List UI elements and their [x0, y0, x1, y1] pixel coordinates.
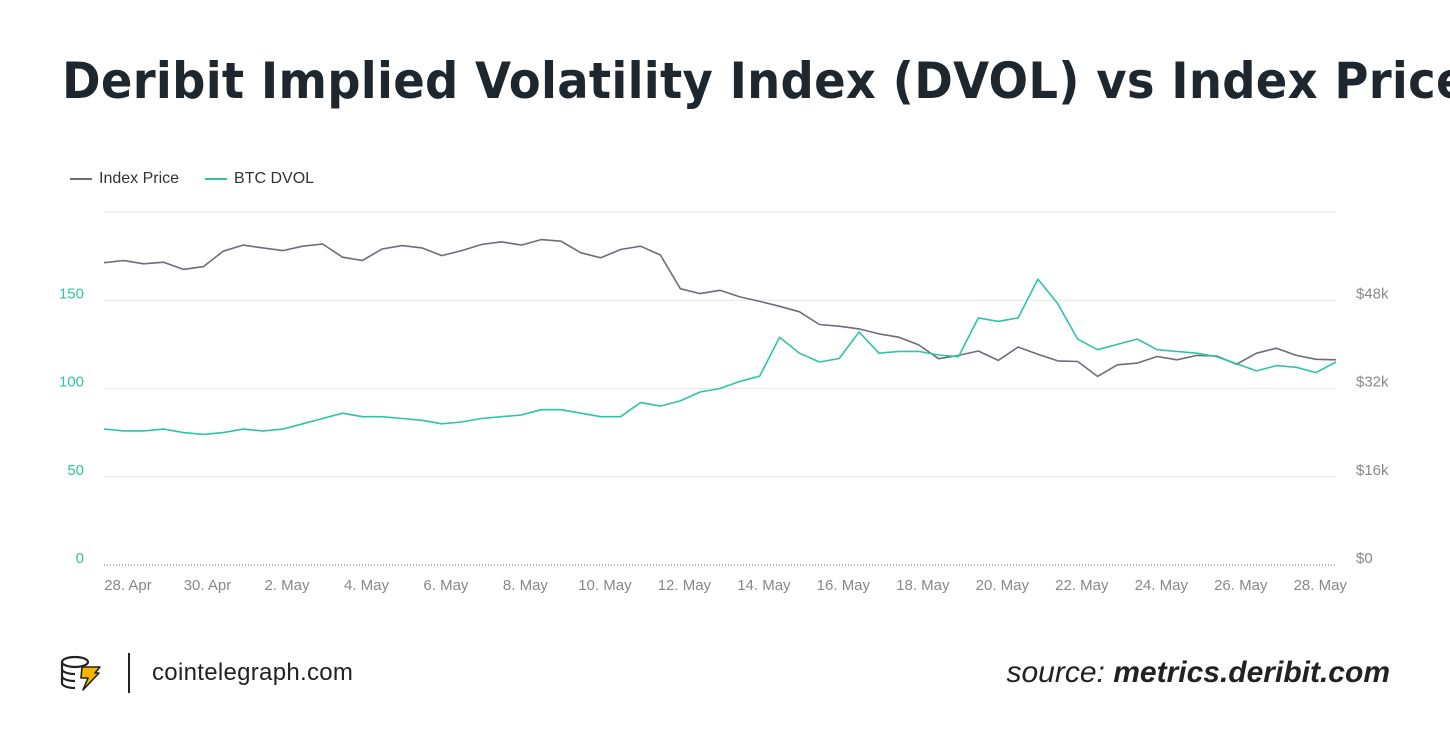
footer-site-name: cointelegraph.com	[152, 659, 354, 686]
x-axis-tick-label: 2. May	[264, 577, 310, 594]
source-credit: source: metrics.deribit.com	[1007, 656, 1391, 690]
series-line-index-price	[103, 238, 1337, 378]
x-axis-tick-label: 10. May	[578, 577, 632, 594]
left-axis-tick-label: 0	[76, 550, 84, 567]
x-axis-tick-label: 30. Apr	[184, 577, 232, 594]
cointelegraph-logo-icon	[60, 655, 101, 691]
right-axis-tick-label: $16k	[1356, 462, 1389, 479]
chart-legend: Index Price BTC DVOL	[70, 170, 340, 188]
series-line-btc-dvol	[103, 278, 1337, 436]
x-axis-tick-label: 18. May	[896, 577, 950, 594]
x-axis-tick-label: 24. May	[1135, 577, 1189, 594]
x-axis-tick-label: 12. May	[658, 577, 712, 594]
right-axis-tick-label: $48k	[1356, 285, 1389, 302]
left-axis-tick-label: 150	[59, 285, 84, 302]
x-axis-tick-label: 8. May	[503, 577, 549, 594]
footer-brand: cointelegraph.com	[58, 653, 353, 693]
x-axis-tick-label: 26. May	[1214, 577, 1268, 594]
legend-item-index-price[interactable]: Index Price	[70, 170, 179, 188]
source-label: source:	[1006, 656, 1105, 689]
left-axis-tick-label: 50	[67, 462, 84, 479]
x-axis-tick-label: 16. May	[817, 577, 871, 594]
right-axis-tick-label: $32k	[1356, 374, 1389, 391]
legend-label-btc-dvol: BTC DVOL	[234, 170, 315, 187]
legend-label-index-price: Index Price	[99, 170, 180, 187]
x-axis-tick-label: 6. May	[423, 577, 469, 594]
footer-divider	[128, 653, 130, 693]
right-axis-tick-label: $0	[1356, 550, 1373, 567]
legend-swatch-btc-dvol	[205, 178, 228, 180]
legend-swatch-index-price	[70, 178, 92, 180]
x-axis-tick-label: 28. Apr	[104, 577, 152, 594]
left-axis-tick-label: 100	[59, 374, 84, 391]
legend-item-btc-dvol[interactable]: BTC DVOL	[205, 170, 314, 188]
source-site: metrics.deribit.com	[1113, 656, 1390, 689]
x-axis-tick-label: 28. May	[1294, 577, 1348, 594]
chart-title: Deribit Implied Volatility Index (DVOL) …	[62, 52, 1450, 110]
x-axis-tick-label: 4. May	[344, 577, 390, 594]
x-axis-tick-label: 22. May	[1055, 577, 1109, 594]
x-axis-tick-label: 20. May	[976, 577, 1030, 594]
x-axis-tick-label: 14. May	[737, 577, 791, 594]
